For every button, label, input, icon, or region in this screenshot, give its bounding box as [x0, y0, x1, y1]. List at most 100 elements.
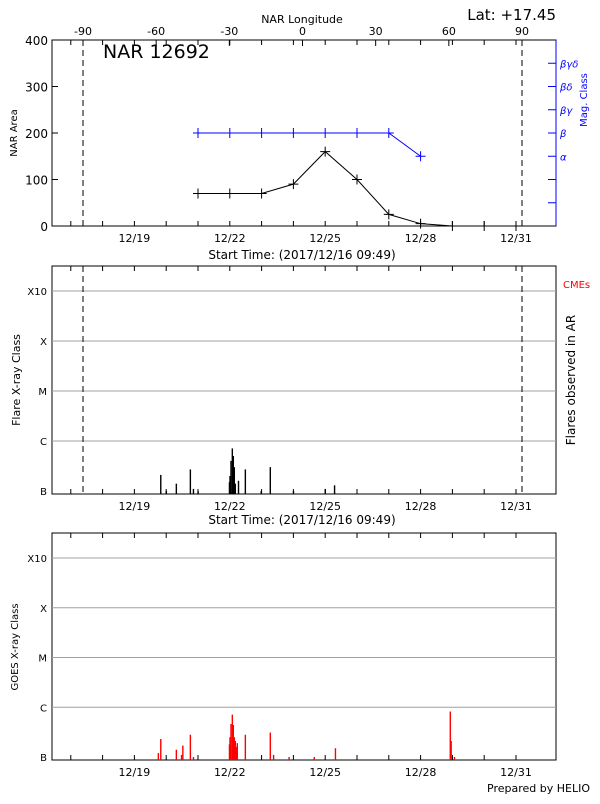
mag-tick-label: α [560, 152, 567, 163]
flare-bar [192, 488, 195, 494]
y-tick-label: B [40, 487, 47, 498]
flare-bar [182, 745, 184, 760]
flare-bar [269, 467, 272, 494]
y-tick-label: M [38, 387, 47, 398]
y-tick-label: X10 [27, 287, 47, 298]
y-tick-label: B [40, 753, 47, 764]
latitude-label: Lat: +17.45 [467, 6, 556, 24]
flare-bar [450, 740, 452, 760]
flare-bar [233, 737, 236, 760]
area-line [197, 150, 516, 227]
flare-bar [165, 491, 167, 494]
area-point [320, 146, 331, 157]
y-tick-label: X [40, 604, 47, 615]
x-tick-label: 12/31 [500, 766, 532, 779]
x-tick-label: 12/28 [405, 232, 437, 245]
panel2-frame [51, 265, 557, 495]
flare-bar [333, 485, 336, 494]
flare-bar [233, 467, 236, 494]
y-tick-label: 0 [40, 220, 48, 234]
flare-bar [244, 469, 247, 494]
mag-class-axis-label: Mag. Class [579, 73, 590, 127]
area-point [415, 218, 426, 229]
credit-label: Prepared by HELIO [487, 782, 590, 795]
flare-bar [234, 483, 237, 494]
mag-class-point [256, 128, 267, 138]
panel3-frame [51, 532, 557, 761]
y-tick-label: C [40, 703, 47, 714]
flare-bar [189, 469, 192, 494]
flare-bar [230, 724, 232, 760]
mag-class-line [197, 132, 421, 157]
mag-class-point [224, 128, 235, 138]
area-point [351, 174, 362, 185]
flare-bar [160, 739, 162, 760]
flare-bar [197, 491, 199, 494]
longitude-tick-label: -30 [220, 25, 238, 38]
flare-bar [232, 456, 235, 494]
flare-bar [269, 732, 272, 760]
flare-bar [236, 743, 238, 760]
y-tick-label: 100 [25, 174, 48, 188]
area-point [479, 221, 490, 231]
mag-class-point [383, 128, 394, 138]
flare-bar [260, 491, 262, 494]
region-title: NAR 12692 [103, 41, 210, 63]
x-tick-label: 12/31 [500, 232, 532, 245]
y-tick-label: 400 [25, 34, 48, 48]
longitude-tick-label: 60 [442, 25, 456, 38]
flare-bar [237, 480, 240, 494]
flare-bar [313, 757, 315, 760]
flare-bar [189, 734, 192, 760]
flare-bar [288, 757, 290, 760]
flare-bar [324, 488, 326, 494]
x-tick-label: 12/25 [309, 766, 341, 779]
area-point [256, 188, 267, 199]
longitude-tick-label: -60 [147, 25, 165, 38]
x-tick-label: 12/19 [119, 232, 151, 245]
flare-bar [292, 491, 295, 494]
cmes-legend: CMEs [563, 280, 590, 291]
flare-bar [160, 474, 162, 494]
longitude-axis-label: NAR Longitude [261, 13, 343, 26]
flare-bar [230, 460, 232, 494]
mag-tick-label: βγδ [559, 59, 578, 70]
flare-bar [234, 740, 237, 760]
longitude-tick-label: 30 [369, 25, 383, 38]
area-point [224, 188, 235, 199]
flare-bar [244, 734, 247, 760]
x-tick-label: 12/22 [214, 500, 246, 513]
mag-class-point [288, 128, 299, 138]
y-tick-label: M [38, 654, 47, 665]
x-tick-label: 12/25 [309, 500, 341, 513]
flare-bar [229, 737, 231, 760]
flares-in-ar-label: Flares observed in AR [564, 315, 578, 445]
area-axis-label: NAR Area [9, 109, 20, 156]
flare-class-axis-label: Flare X-ray Class [10, 334, 23, 426]
flare-bar [334, 748, 337, 760]
mag-tick-label: β [559, 129, 567, 140]
mag-tick-label: βγ [559, 106, 573, 117]
flare-bar [231, 714, 234, 760]
flare-bar [232, 724, 235, 760]
flare-bar [157, 753, 160, 760]
x-tick-label: 12/22 [214, 766, 246, 779]
area-point [192, 188, 203, 199]
flare-bar [235, 746, 237, 760]
flare-bar [175, 749, 178, 760]
longitude-tick-label: 0 [299, 25, 306, 38]
area-point [383, 209, 394, 220]
flare-bar [229, 475, 231, 494]
flare-bar [231, 448, 234, 494]
flare-bar [175, 483, 178, 494]
x-tick-label: 12/19 [119, 766, 151, 779]
y-tick-label: C [40, 437, 47, 448]
y-tick-label: X [40, 337, 47, 348]
x-tick-label: 12/28 [405, 766, 437, 779]
mag-class-point [192, 128, 203, 138]
flare-bar [272, 754, 275, 760]
x-tick-label: 12/19 [119, 500, 151, 513]
y-tick-label: X10 [27, 554, 47, 565]
flare-bar [192, 757, 195, 760]
